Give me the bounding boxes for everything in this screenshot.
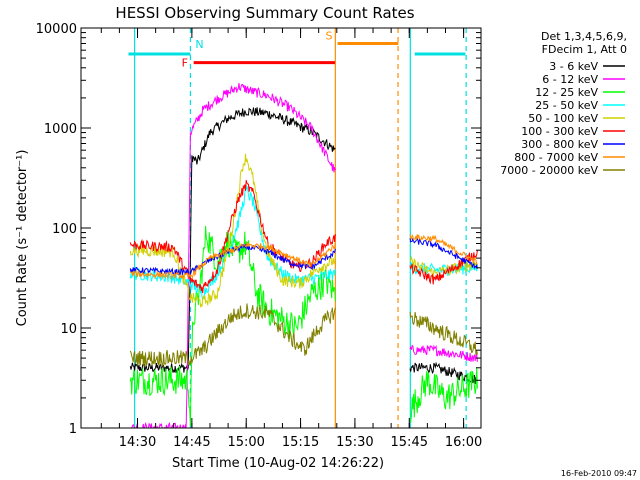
series-line-7 <box>130 233 478 281</box>
legend-header-2: FDecim 1, Att 0 <box>542 43 627 56</box>
flag-label-f: F <box>182 57 188 70</box>
y-tick-label: 100 <box>52 222 77 237</box>
x-tick-label: 15:30 <box>336 435 373 450</box>
flag-label-n: N <box>195 38 203 51</box>
flag-label-s: S <box>326 29 333 42</box>
chart-title: HESSI Observing Summary Count Rates <box>115 4 414 22</box>
series-line-8 <box>129 303 478 367</box>
series-line-4 <box>129 153 478 309</box>
flag-bars: NF S <box>128 29 466 70</box>
series-line-2 <box>129 225 478 427</box>
legend-label: 50 - 100 keV <box>528 112 598 125</box>
y-tick-label: 1000 <box>44 122 77 137</box>
legend-label: 3 - 6 keV <box>549 60 598 73</box>
legend-label: 800 - 7000 keV <box>514 151 598 164</box>
legend-label: 25 - 50 keV <box>535 99 598 112</box>
legend-label: 6 - 12 keV <box>542 73 598 86</box>
legend-label: 300 - 800 keV <box>521 138 598 151</box>
y-tick-label: 1 <box>69 422 77 437</box>
legend-label: 7000 - 20000 keV <box>500 164 598 177</box>
x-tick-label: 15:45 <box>391 435 428 450</box>
series-line-1 <box>130 82 478 430</box>
x-tick-label: 14:30 <box>119 435 156 450</box>
y-tick-label: 10000 <box>36 22 77 37</box>
legend-label: 12 - 25 keV <box>535 86 598 99</box>
series-line-0 <box>129 107 478 384</box>
x-tick-label: 15:00 <box>227 435 264 450</box>
x-axis-label: Start Time (10-Aug-02 14:26:22) <box>172 456 384 471</box>
x-tick-label: 15:15 <box>282 435 319 450</box>
x-tick-label: 14:45 <box>173 435 210 450</box>
legend-header-1: Det 1,3,4,5,6,9, <box>541 30 627 43</box>
y-tick-label: 10 <box>60 322 77 337</box>
axis-ticks: 1 10 100 1000 10000 14:30 14:45 15:00 15:15 15:30… <box>36 22 483 450</box>
y-axis-label: Count Rate (s⁻¹ detector⁻¹) <box>15 150 30 327</box>
timestamp: 16-Feb-2010 09:47 <box>561 469 637 478</box>
x-tick-label: 16:00 <box>445 435 482 450</box>
legend: Det 1,3,4,5,6,9, FDecim 1, Att 0 3 - 6 k… <box>500 30 627 177</box>
legend-label: 100 - 300 keV <box>521 125 598 138</box>
series-lines <box>129 82 478 430</box>
